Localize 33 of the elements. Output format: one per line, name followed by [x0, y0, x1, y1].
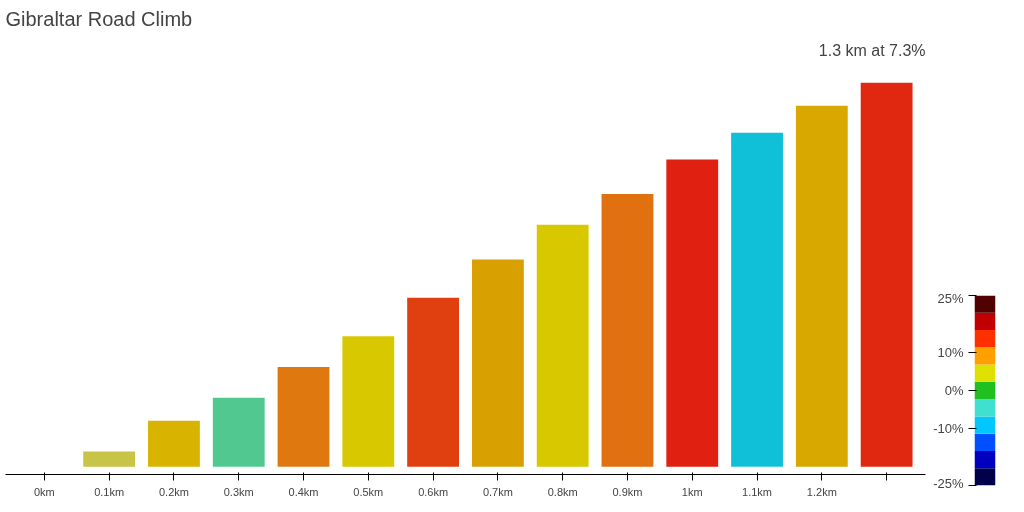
bar: [342, 336, 395, 467]
bar: [212, 397, 265, 467]
x-tick-label: 0.9km: [612, 485, 643, 498]
color-bar-label: 0%: [944, 383, 964, 398]
x-tick-label: 1km: [681, 485, 703, 498]
bar: [795, 105, 848, 467]
x-tick-label: 0.1km: [94, 485, 125, 498]
bar: [471, 259, 524, 467]
color-bar-label: -25%: [933, 475, 964, 491]
bar: [860, 82, 913, 467]
bar: [83, 451, 136, 467]
x-tick-label: 0.7km: [482, 485, 513, 498]
color-bar-label: 10%: [937, 345, 964, 360]
color-bar-label: 25%: [937, 290, 964, 306]
x-tick-label: 0.8km: [547, 485, 578, 498]
x-tick-label: 0.3km: [223, 485, 254, 498]
x-tick-label: 1.2km: [806, 485, 837, 498]
bar: [277, 366, 330, 467]
x-tick-label: 0km: [33, 485, 55, 498]
bar: [601, 194, 654, 467]
bar: [666, 159, 719, 467]
x-tick-label: 0.5km: [353, 485, 384, 498]
x-tick-label: 0.4km: [288, 485, 319, 498]
x-tick-label: 0.6km: [418, 485, 449, 498]
bar: [731, 132, 783, 467]
bar: [407, 297, 460, 467]
x-tick-label: 0.2km: [158, 485, 189, 498]
x-tick-label: 1.1km: [742, 485, 773, 498]
bar: [148, 420, 200, 467]
color-bar-label: -10%: [933, 421, 964, 436]
bar: [536, 224, 589, 467]
chart-title: Gibraltar Road Climb: [5, 7, 193, 30]
chart-subtitle: 1.3 km at 7.3%: [818, 41, 926, 59]
